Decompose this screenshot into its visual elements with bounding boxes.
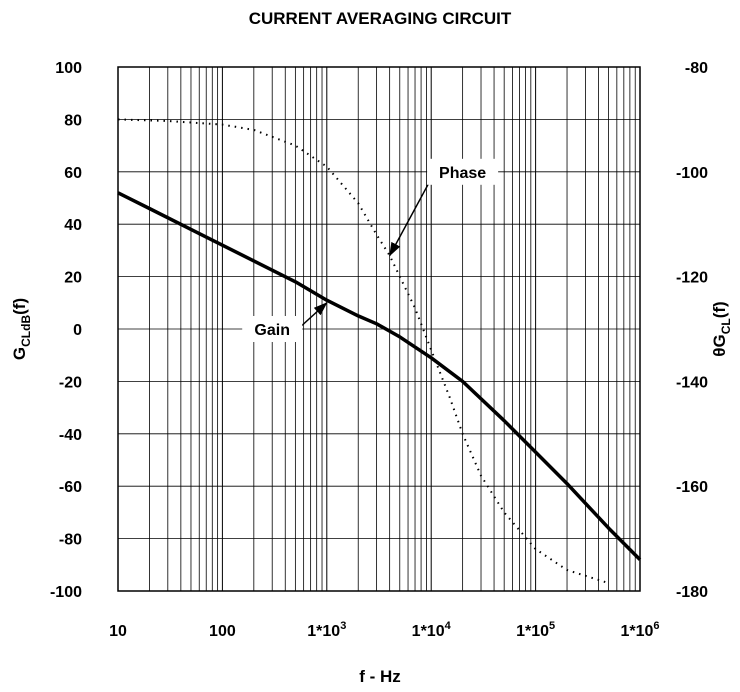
series-layer bbox=[118, 119, 640, 583]
annotation-arrow bbox=[300, 303, 327, 327]
annotations: Phase Gain bbox=[242, 159, 498, 342]
y-left-tick-label: -80 bbox=[59, 532, 82, 549]
grid bbox=[118, 67, 640, 591]
annotation-label-gain: Gain bbox=[254, 322, 290, 339]
y-left-tick-label: -60 bbox=[59, 479, 82, 496]
y-left-tick-label: 20 bbox=[64, 270, 82, 287]
x-axis-label: f - Hz bbox=[359, 667, 401, 686]
x-tick-label: 100 bbox=[209, 623, 236, 640]
y-left-tick-label: 40 bbox=[64, 217, 82, 234]
x-tick-label: 10 bbox=[109, 623, 127, 640]
y-right-tick-label: -140 bbox=[676, 374, 708, 391]
y-right-tick-label: -80 bbox=[685, 60, 708, 77]
y-left-tick-label: -20 bbox=[59, 374, 82, 391]
series-phase-line bbox=[118, 119, 609, 583]
x-tick-labels: 10 100 1*103 1*104 1*105 1*106 bbox=[109, 620, 659, 640]
y-right-tick-labels: -80 -100 -120 -140 -160 -180 bbox=[676, 60, 708, 601]
y-left-tick-label: 60 bbox=[64, 165, 82, 182]
y-right-tick-label: -180 bbox=[676, 584, 708, 601]
y-left-tick-label: -40 bbox=[59, 427, 82, 444]
annotation-arrow bbox=[390, 179, 431, 256]
annotation-label-phase: Phase bbox=[439, 165, 486, 182]
y-left-tick-label: 80 bbox=[64, 112, 82, 129]
y-left-tick-label: -100 bbox=[50, 584, 82, 601]
y-left-tick-label: 0 bbox=[73, 322, 82, 339]
y-left-tick-label: 100 bbox=[55, 60, 82, 77]
y-left-axis-label: GCLdB(f) bbox=[10, 298, 33, 360]
x-tick-label: 1*104 bbox=[412, 620, 452, 640]
x-tick-label: 1*106 bbox=[620, 620, 659, 640]
y-left-tick-labels: 100 80 60 40 20 0 -20 -40 -60 -80 -100 bbox=[50, 60, 82, 601]
series-gain-line bbox=[118, 193, 640, 560]
x-tick-label: 1*103 bbox=[307, 620, 346, 640]
y-right-tick-label: -100 bbox=[676, 165, 708, 182]
y-right-tick-label: -120 bbox=[676, 270, 708, 287]
chart-title: CURRENT AVERAGING CIRCUIT bbox=[249, 9, 512, 28]
x-tick-label: 1*105 bbox=[516, 620, 555, 640]
y-right-axis-label: θGCL(f) bbox=[710, 301, 733, 356]
y-right-tick-label: -160 bbox=[676, 479, 708, 496]
